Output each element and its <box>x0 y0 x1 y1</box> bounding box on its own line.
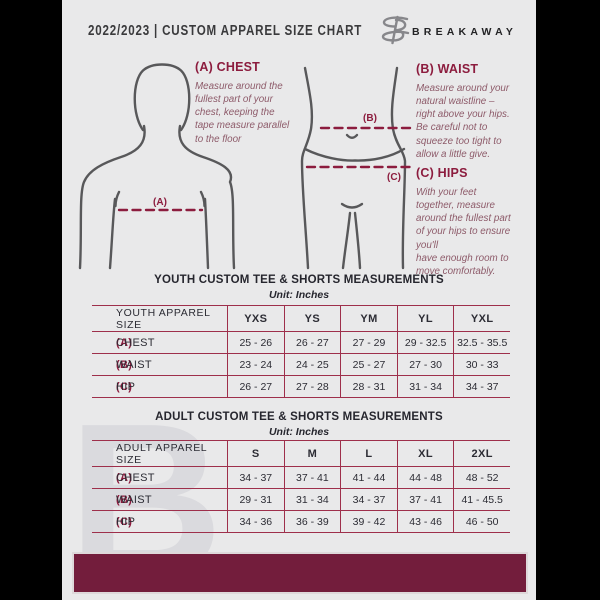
youth-size-table: YOUTH APPAREL SIZE YXS YS YM YL YXL (A) CHEST 25… <box>92 305 510 398</box>
adult-size-grid: ADULT APPAREL SIZE S M L XL 2XL (A) CHEST 34 - 3… <box>92 440 510 533</box>
size-range-value: 36 - 39 <box>283 510 341 532</box>
waist-heading: (B) WAIST <box>416 62 479 76</box>
hips-line-label: (C) <box>387 172 401 183</box>
size-range-value: 37 - 41 <box>283 466 341 488</box>
size-column-header: YM <box>340 305 397 331</box>
chest-diagram: (A) <box>78 63 236 270</box>
apparel-size-header: ADULT APPAREL SIZE <box>92 440 227 466</box>
size-column-header: XL <box>396 440 454 466</box>
size-range-value: 26 - 27 <box>227 375 284 397</box>
measurement-row-label: (A) CHEST <box>92 466 227 488</box>
row-measure-name: HIP <box>116 515 136 528</box>
size-range-value: 23 - 24 <box>227 353 284 375</box>
page-title: 2022/2023 | CUSTOM APPAREL SIZE CHART <box>88 23 363 39</box>
adult-size-table: ADULT APPAREL SIZE S M L XL 2XL (A) CHEST 34 - 3… <box>92 440 510 533</box>
breakaway-logo-icon <box>381 15 410 45</box>
size-range-value: 41 - 45.5 <box>453 488 510 510</box>
row-letter-prefix: (C) <box>116 515 133 528</box>
row-letter-prefix: (B) <box>116 358 133 371</box>
measurement-row-label: (B) WAIST <box>92 488 227 510</box>
size-column-header: YXL <box>453 305 510 331</box>
size-range-value: 27 - 29 <box>340 331 397 353</box>
size-range-value: 34 - 37 <box>453 375 510 397</box>
adult-table-title: ADULT CUSTOM TEE & SHORTS MEASUREMENTS <box>155 411 443 423</box>
row-measure-name: CHEST <box>116 471 155 484</box>
chest-line-label: (A) <box>153 197 167 208</box>
size-range-value: 29 - 31 <box>227 488 284 510</box>
size-range-value: 34 - 36 <box>227 510 284 532</box>
size-range-value: 48 - 52 <box>453 466 510 488</box>
youth-table-title: YOUTH CUSTOM TEE & SHORTS MEASUREMENTS <box>154 274 444 286</box>
row-letter-prefix: (A) <box>116 336 133 349</box>
size-range-value: 46 - 50 <box>453 510 510 532</box>
measurement-row-label: (A) CHEST <box>92 331 227 353</box>
row-letter-prefix: (A) <box>116 471 133 484</box>
size-range-value: 30 - 33 <box>453 353 510 375</box>
apparel-size-header: YOUTH APPAREL SIZE <box>92 305 227 331</box>
size-range-value: 31 - 34 <box>283 488 341 510</box>
size-column-header: M <box>283 440 341 466</box>
size-range-value: 41 - 44 <box>340 466 397 488</box>
hips-heading: (C) HIPS <box>416 166 468 180</box>
row-measure-name: WAIST <box>116 493 152 506</box>
footer-bar <box>72 552 528 594</box>
size-range-value: 32.5 - 35.5 <box>453 331 510 353</box>
size-range-value: 31 - 34 <box>396 375 454 397</box>
brand-name: BREAKAWAY <box>412 26 518 38</box>
size-column-header: YXS <box>227 305 284 331</box>
waist-line-label: (B) <box>363 113 377 124</box>
size-range-value: 25 - 27 <box>340 353 397 375</box>
size-range-value: 27 - 28 <box>283 375 341 397</box>
size-range-value: 29 - 32.5 <box>396 331 454 353</box>
waist-instruction-text: Measure around your natural waistline – … <box>416 83 510 160</box>
chest-heading: (A) CHEST <box>195 60 260 74</box>
row-letter-prefix: (B) <box>116 493 133 506</box>
size-column-header: YL <box>396 305 454 331</box>
size-range-value: 27 - 30 <box>396 353 454 375</box>
size-range-value: 25 - 26 <box>227 331 284 353</box>
size-range-value: 26 - 27 <box>283 331 341 353</box>
adult-table-unit: Unit: Inches <box>268 426 330 438</box>
measurement-row-label: (C) HIP <box>92 375 227 397</box>
hips-instruction-text: With your feet together, measure around … <box>416 187 511 277</box>
waist-instruction: (B) WAIST Measure around your natural wa… <box>416 62 534 161</box>
size-column-header: 2XL <box>453 440 510 466</box>
measurement-row-label: (C) HIP <box>92 510 227 532</box>
hips-instruction: (C) HIPS With your feet together, measur… <box>416 166 534 278</box>
row-measure-name: WAIST <box>116 358 152 371</box>
size-range-value: 37 - 41 <box>396 488 454 510</box>
row-measure-name: CHEST <box>116 336 155 349</box>
size-chart-document: B 2022/2023 | CUSTOM APPAREL SIZE CHART … <box>62 0 536 600</box>
row-letter-prefix: (C) <box>116 380 133 393</box>
chest-instruction-text: Measure around the fullest part of your … <box>195 81 290 145</box>
size-column-header: YS <box>283 305 341 331</box>
waist-hips-diagram: (B) (C) <box>300 66 417 270</box>
size-range-value: 34 - 37 <box>227 466 284 488</box>
youth-size-grid: YOUTH APPAREL SIZE YXS YS YM YL YXL (A) CHEST 25… <box>92 305 510 398</box>
row-measure-name: HIP <box>116 380 136 393</box>
size-column-header: S <box>227 440 284 466</box>
size-range-value: 39 - 42 <box>340 510 397 532</box>
size-range-value: 28 - 31 <box>340 375 397 397</box>
size-range-value: 44 - 48 <box>396 466 454 488</box>
measurement-row-label: (B) WAIST <box>92 353 227 375</box>
size-range-value: 34 - 37 <box>340 488 397 510</box>
youth-table-unit: Unit: Inches <box>268 289 330 301</box>
size-column-header: L <box>340 440 397 466</box>
size-range-value: 43 - 46 <box>396 510 454 532</box>
size-range-value: 24 - 25 <box>283 353 341 375</box>
chest-instruction: (A) CHEST Measure around the fullest par… <box>195 60 313 146</box>
